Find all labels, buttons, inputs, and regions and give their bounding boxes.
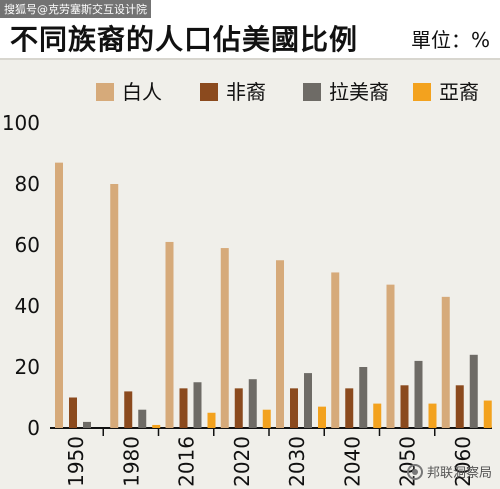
watermark-bottom-right-text: 邦联洞察局 [426, 466, 492, 481]
bar-2050-3 [428, 403, 437, 428]
bar-2060-2 [469, 354, 478, 428]
bar-2020-0 [220, 248, 229, 428]
bar-2060-1 [455, 385, 464, 428]
bar-2050-2 [414, 360, 423, 428]
bar-2030-1 [290, 388, 298, 428]
bar-2040-3 [373, 403, 382, 428]
bar-1980-2 [138, 409, 147, 428]
legend-swatch [96, 83, 114, 101]
y-tick-label: 60 [15, 233, 40, 257]
legend-item-3: 亞裔 [413, 80, 479, 104]
legend-label: 白人 [122, 80, 162, 104]
x-tick-label: 1980 [119, 436, 143, 487]
bar-2020-2 [248, 379, 257, 428]
bar-2020-1 [234, 388, 243, 428]
bar-1980-1 [124, 391, 133, 428]
unit-label: 單位：% [410, 28, 490, 52]
legend-item-2: 拉美裔 [303, 80, 389, 104]
bar-2040-1 [345, 388, 354, 428]
y-tick-label: 20 [15, 355, 40, 379]
bar-1980-0 [110, 184, 119, 428]
chart-title: 不同族裔的人口佔美國比例 [10, 23, 359, 56]
wechat-icon [406, 463, 423, 480]
x-tick-label: 2040 [340, 436, 364, 487]
legend-swatch [413, 83, 431, 101]
legend-swatch [200, 83, 218, 101]
x-tick-label: 2060 [451, 436, 475, 487]
bar-2040-2 [359, 367, 368, 428]
watermark-top-left: 搜狐号@克劳塞斯交互设计院 [0, 0, 151, 18]
chart-header: 不同族裔的人口佔美國比例 單位：% [0, 0, 500, 60]
y-tick-label: 80 [15, 172, 40, 196]
bar-2050-1 [400, 385, 409, 428]
legend-label: 拉美裔 [329, 80, 389, 104]
y-tick-label: 40 [15, 294, 40, 318]
bar-2016-2 [193, 382, 202, 428]
bar-2030-3 [318, 406, 326, 428]
bar-1950-1 [69, 397, 77, 428]
bar-2030-0 [276, 260, 284, 428]
bar-1950-0 [55, 162, 63, 428]
bar-2060-0 [441, 296, 450, 428]
watermark-bottom-right: 邦联洞察局 [406, 462, 492, 481]
bar-1980-3 [152, 424, 161, 428]
bar-2060-3 [483, 400, 492, 428]
bar-2016-3 [207, 412, 216, 428]
legend-swatch [303, 83, 321, 101]
legend-item-0: 白人 [96, 80, 162, 104]
legend-label: 亞裔 [439, 80, 479, 104]
x-tick-label: 2016 [175, 436, 199, 487]
bar-2020-3 [262, 409, 271, 428]
legend-item-1: 非裔 [200, 80, 266, 104]
y-tick-label: 100 [2, 111, 40, 135]
bar-2016-1 [179, 388, 188, 428]
y-tick-label: 0 [27, 416, 40, 440]
bar-2030-2 [304, 373, 312, 428]
bar-2040-0 [331, 272, 340, 428]
bar-2016-0 [165, 241, 174, 428]
x-tick-label: 2020 [230, 436, 254, 487]
bar-2050-0 [386, 284, 395, 428]
x-tick-label: 2030 [285, 436, 309, 487]
bar-1950-2 [83, 421, 91, 428]
x-tick-label: 1950 [64, 436, 88, 487]
legend-label: 非裔 [226, 80, 266, 104]
